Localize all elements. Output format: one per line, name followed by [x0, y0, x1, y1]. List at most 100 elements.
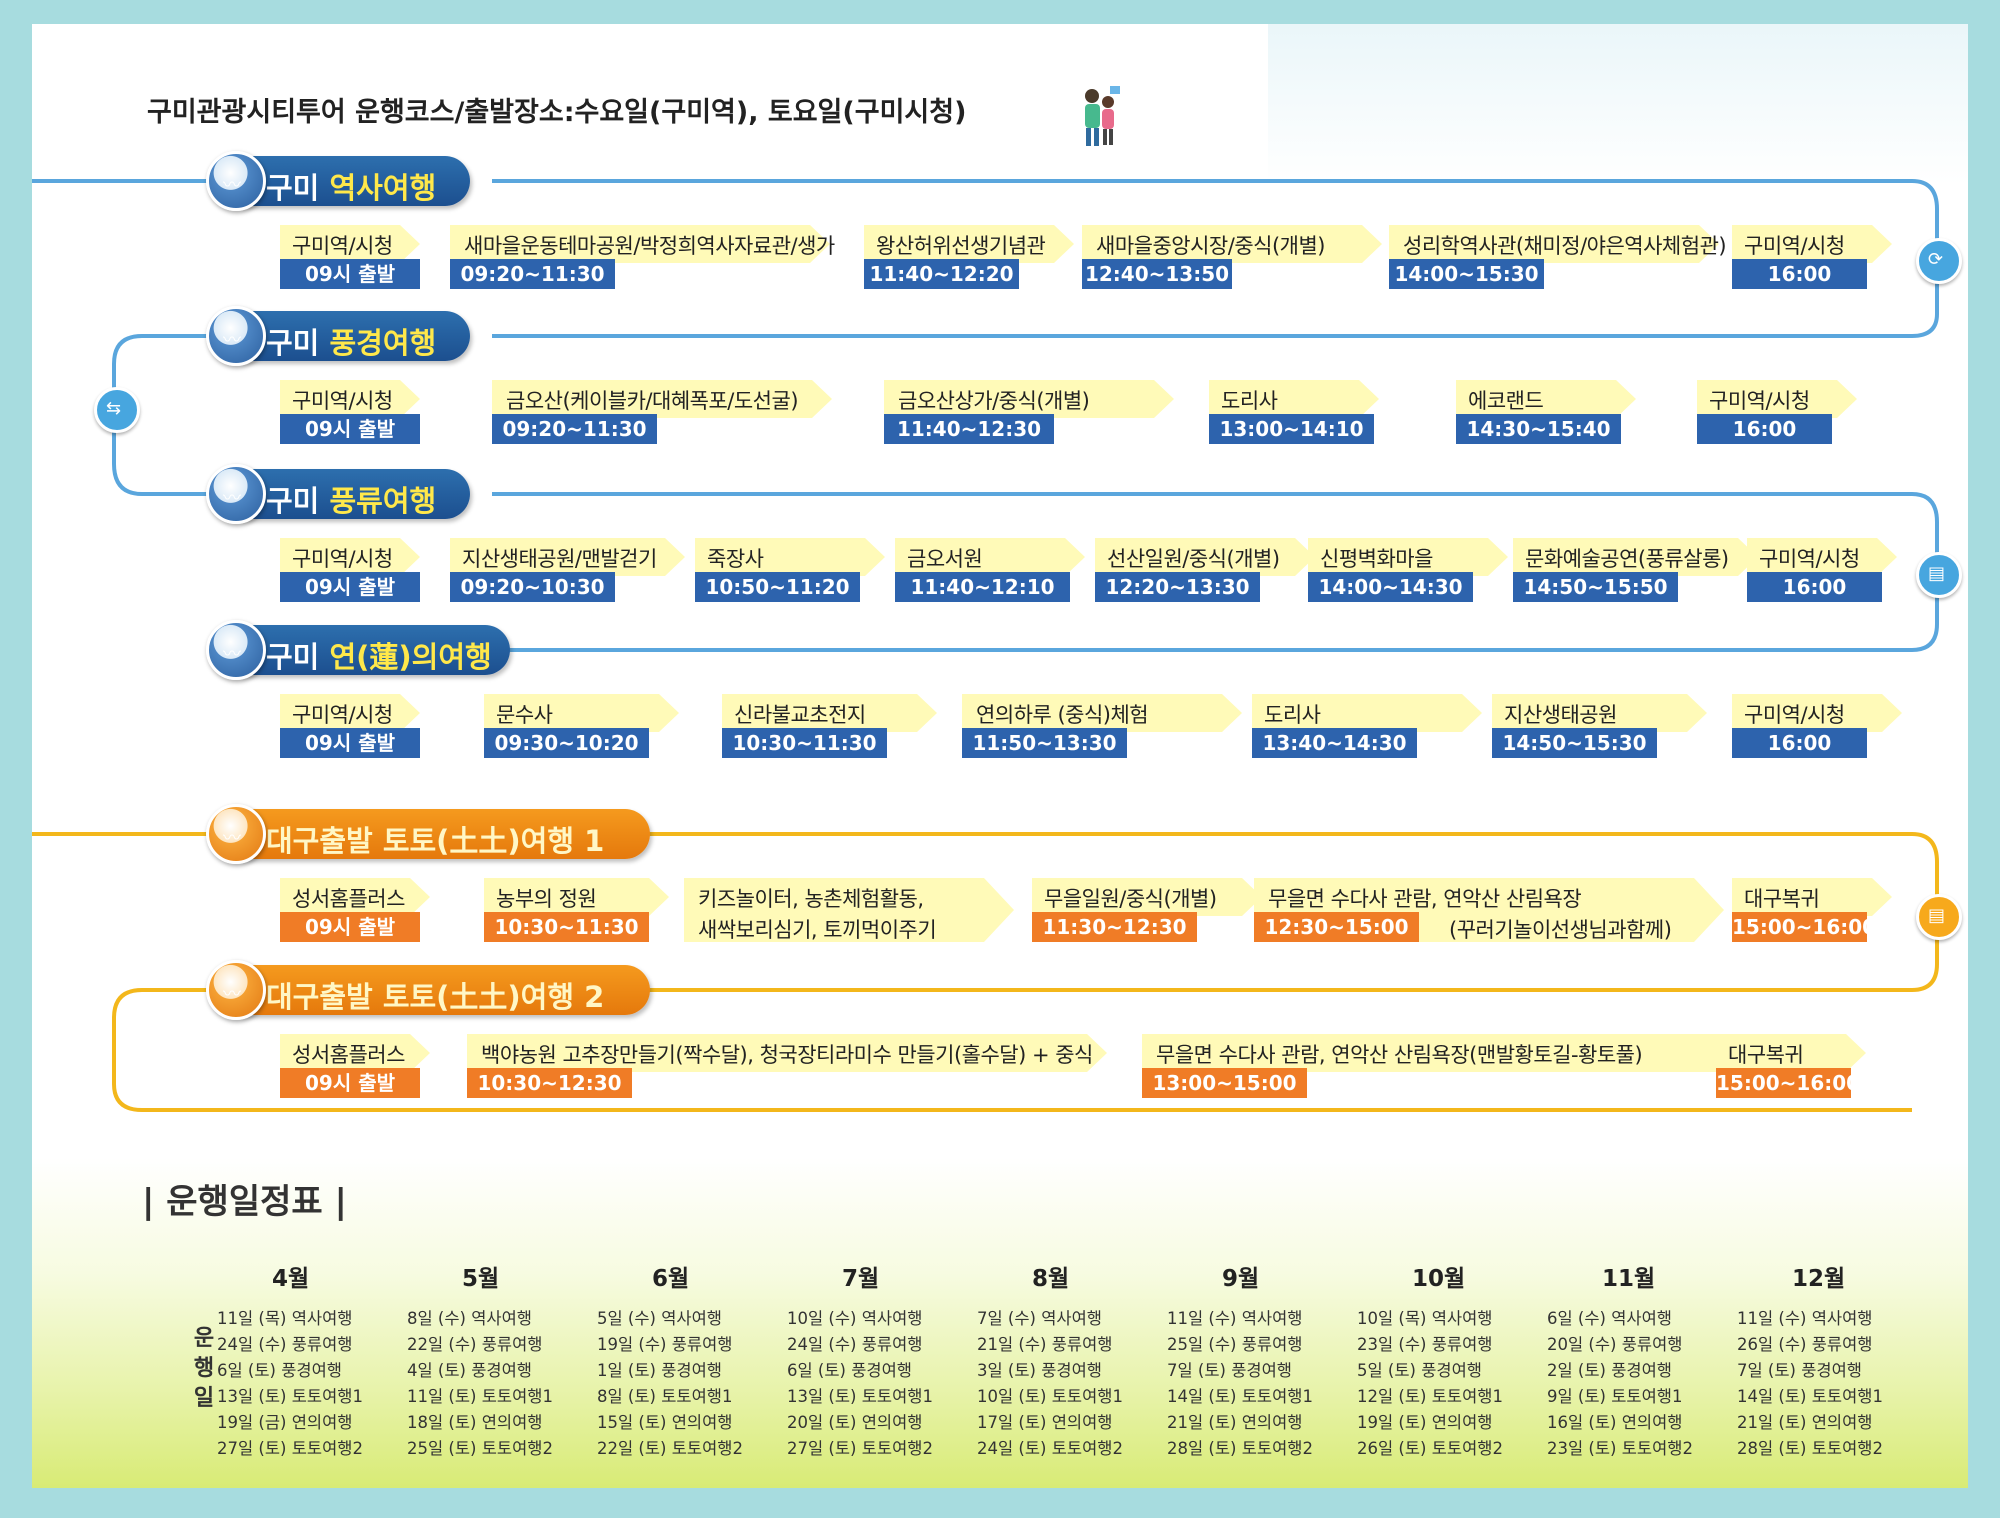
stop-arrow-bg	[722, 694, 937, 732]
schedule-entry: 20일 (토) 연의여행	[787, 1413, 923, 1432]
route-stop: 왕산허위선생기념관 11:40~12:20	[864, 225, 1074, 295]
stop-time: 11:40~12:30	[884, 414, 1054, 444]
brochure-sheet: 구미관광시티투어 운행코스/출발장소:수요일(구미역), 토요일(구미시청) 구…	[32, 24, 1968, 1488]
stop-name: 금오산상가/중식(개별)	[898, 389, 1090, 413]
stop-arrow-bg	[1095, 538, 1315, 576]
stop-time: 11:30~12:30	[1032, 912, 1197, 942]
route-title-highlight: 풍류여행	[329, 484, 437, 518]
schedule-entry: 21일 (토) 연의여행	[1737, 1413, 1873, 1432]
route-stop: 키즈놀이터, 농촌체험활동, 새싹보리심기, 토끼먹이주기	[684, 878, 1014, 948]
stop-arrow-bg	[895, 538, 1085, 576]
route-title-prefix: 구미	[266, 640, 330, 674]
schedule-entry: 12일 (토) 토토여행1	[1357, 1387, 1503, 1406]
stop-arrow-bg	[1389, 225, 1719, 263]
route-title-badge: 구미 풍경여행	[240, 311, 470, 361]
stop-arrow-bg	[467, 1034, 1107, 1072]
stop-time: 09시 출발	[280, 414, 420, 444]
route-stop: 문화예술공연(풍류살롱) 14:50~15:50	[1513, 538, 1758, 608]
schedule-month-header: 5월	[462, 1266, 500, 1292]
route-stop: 새마을운동테마공원/박정희역사자료관/생가 09:20~11:30	[450, 225, 835, 295]
schedule-entry: 13일 (토) 토토여행1	[787, 1387, 933, 1406]
schedule-entry: 7일 (토) 풍경여행	[1167, 1361, 1292, 1380]
stop-time: 13:00~14:10	[1209, 414, 1374, 444]
schedule-entry: 8일 (수) 역사여행	[407, 1309, 532, 1328]
stop-time: 09시 출발	[280, 572, 420, 602]
route-stop: 지산생태공원 14:50~15:30	[1492, 694, 1707, 764]
route-title-prefix: 구미	[266, 326, 330, 360]
stop-name: 선산일원/중식(개별)	[1107, 547, 1280, 571]
route-emblem-icon: 〰	[206, 306, 266, 366]
map-pin-icon: ⟳	[1916, 238, 1962, 284]
schedule-entry: 11일 (목) 역사여행	[217, 1309, 353, 1328]
stop-arrow-bg	[1142, 1034, 1742, 1072]
stop-name: 신라불교초전지	[734, 703, 866, 727]
stop-arrow-bg	[864, 225, 1074, 263]
tourist-illustration-icon	[1085, 86, 1120, 146]
stop-arrow-bg	[1716, 1034, 1866, 1072]
stop-time: 16:00	[1747, 572, 1882, 602]
stop-name: 신평벽화마을	[1320, 547, 1433, 571]
map-pin-icon: ⇆	[94, 387, 140, 433]
stop-time: 12:20~13:30	[1095, 572, 1260, 602]
route-stop: 구미역/시청 16:00	[1697, 380, 1857, 450]
stop-name: 성서홈플러스	[292, 1043, 405, 1067]
route-stop: 에코랜드 14:30~15:40	[1456, 380, 1636, 450]
stop-time: 14:00~14:30	[1308, 572, 1473, 602]
schedule-month-list: 11일 (목) 역사여행 24일 (수) 풍류여행 6일 (토) 풍경여행 13일 (…	[217, 1306, 363, 1462]
stop-name: 구미역/시청	[292, 547, 393, 571]
stop-name: 도리사	[1264, 703, 1321, 727]
schedule-month-header: 7월	[842, 1266, 880, 1292]
stop-arrow-bg	[695, 538, 885, 576]
schedule-entry: 18일 (토) 연의여행	[407, 1413, 543, 1432]
route-stop: 무을면 수다사 관람, 연악산 산림욕장(맨발황토길-황토풀) 13:00~15:…	[1142, 1034, 1742, 1104]
route-stop: 새마을중앙시장/중식(개별) 12:40~13:50	[1082, 225, 1382, 295]
stop-arrow-bg	[1492, 694, 1707, 732]
schedule-month-list: 10일 (목) 역사여행 23일 (수) 풍류여행 5일 (토) 풍경여행 12일 (…	[1357, 1306, 1503, 1462]
route-stop: 지산생태공원/맨발걷기 09:20~10:30	[450, 538, 685, 608]
stop-name: 금오산(케이블카/대혜폭포/도선굴)	[506, 389, 799, 413]
stop-time: 10:30~11:30	[484, 912, 649, 942]
route-stop: 백야농원 고추장만들기(짝수달), 청국장티라미수 만들기(홀수달) + 중식 1…	[467, 1034, 1107, 1104]
stop-arrow-bg	[450, 538, 685, 576]
schedule-entry: 14일 (토) 토토여행1	[1737, 1387, 1883, 1406]
schedule-entry: 22일 (토) 토토여행2	[597, 1439, 743, 1458]
stop-name: 지산생태공원	[1504, 703, 1617, 727]
stop-arrow-bg	[684, 878, 1014, 942]
route-stop: 금오산상가/중식(개별) 11:40~12:30	[884, 380, 1174, 450]
stop-name: 대구복귀	[1744, 887, 1820, 911]
route-title-prefix: 구미	[266, 484, 330, 518]
schedule-title: | 운행일정표 |	[142, 1182, 347, 1222]
stop-arrow-bg	[1513, 538, 1758, 576]
schedule-entry: 2일 (토) 풍경여행	[1547, 1361, 1672, 1380]
stop-time: 09시 출발	[280, 728, 420, 758]
schedule-entry: 9일 (토) 토토여행1	[1547, 1387, 1683, 1406]
schedule-month-list: 5일 (수) 역사여행 19일 (수) 풍류여행 1일 (토) 풍경여행 8일 (토)…	[597, 1306, 743, 1462]
route-stop: 선산일원/중식(개별) 12:20~13:30	[1095, 538, 1315, 608]
route-emblem-icon: 〰	[206, 151, 266, 211]
stop-arrow-bg	[1252, 694, 1482, 732]
schedule-month-list: 10일 (수) 역사여행 24일 (수) 풍류여행 6일 (토) 풍경여행 13일 (…	[787, 1306, 933, 1462]
stop-name: 구미역/시청	[1744, 703, 1845, 727]
route-title-prefix: 구미	[266, 171, 330, 205]
route-stop: 연의하루 (중식)체험 11:50~13:30	[962, 694, 1242, 764]
schedule-entry: 1일 (토) 풍경여행	[597, 1361, 722, 1380]
schedule-vertical-label: 운 행 일	[193, 1326, 215, 1411]
schedule-entry: 22일 (수) 풍류여행	[407, 1335, 543, 1354]
stop-time: 15:00~16:00	[1732, 912, 1876, 942]
stop-name: 무을일원/중식(개별)	[1044, 887, 1217, 911]
schedule-month-list: 8일 (수) 역사여행 22일 (수) 풍류여행 4일 (토) 풍경여행 11일 (토…	[407, 1306, 553, 1462]
route-stop: 문수사 09:30~10:20	[484, 694, 679, 764]
schedule-month-header: 6월	[652, 1266, 690, 1292]
stop-arrow-bg	[1456, 380, 1636, 418]
stop-name: 성서홈플러스	[292, 887, 405, 911]
stop-time: 14:00~15:30	[1389, 259, 1544, 289]
route-stop: 성서홈플러스 09시 출발	[280, 1034, 430, 1104]
stop-time: 13:40~14:30	[1252, 728, 1417, 758]
stop-arrow-bg	[1732, 878, 1892, 916]
route-title-highlight: 풍경여행	[329, 326, 437, 360]
schedule-entry: 24일 (수) 풍류여행	[217, 1335, 353, 1354]
schedule-month-header: 11월	[1602, 1266, 1656, 1292]
stop-time: 09:20~11:30	[450, 259, 615, 289]
schedule-entry: 28일 (토) 토토여행2	[1737, 1439, 1883, 1458]
stop-arrow-bg	[1697, 380, 1857, 418]
